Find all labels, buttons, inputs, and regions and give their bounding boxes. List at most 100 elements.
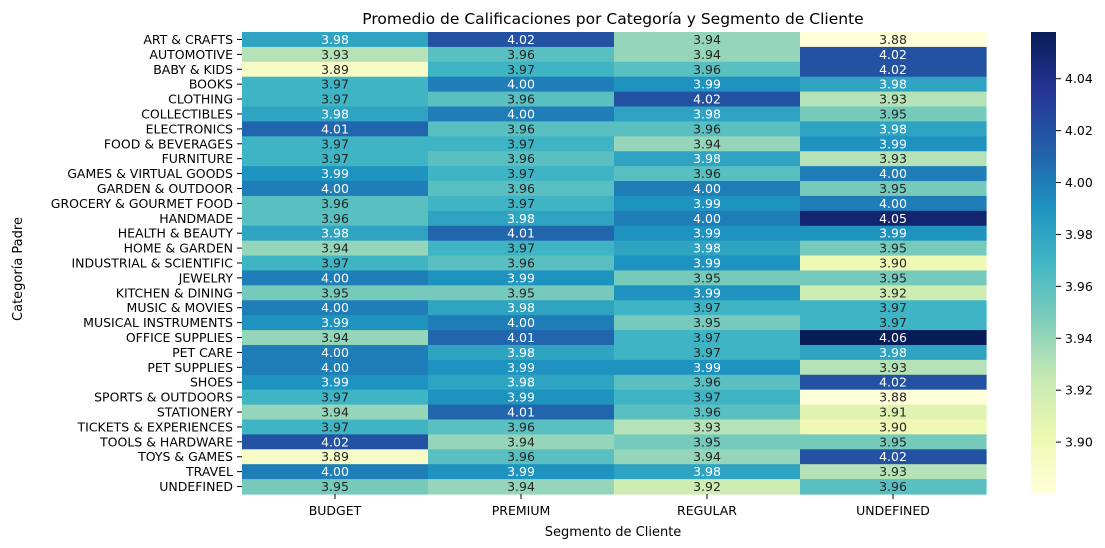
colorbar xyxy=(1031,32,1056,494)
heatmap-cell xyxy=(800,46,987,63)
heatmap-cell xyxy=(614,181,801,197)
cell-value-label: 4.06 xyxy=(879,330,907,345)
cell-value-label: 3.89 xyxy=(321,62,349,77)
heatmap-cell xyxy=(800,359,987,376)
heatmap-cell xyxy=(242,479,429,495)
chart-title: Promedio de Calificaciones por Categoría… xyxy=(362,10,863,28)
heatmap-cell xyxy=(800,255,987,272)
cell-value-label: 3.99 xyxy=(321,375,349,390)
heatmap-cell xyxy=(614,404,801,421)
heatmap-cell xyxy=(242,419,429,435)
heatmap-cell xyxy=(428,136,615,152)
heatmap-cell xyxy=(242,464,429,480)
cell-value-label: 4.00 xyxy=(507,315,535,330)
cell-value-label: 3.95 xyxy=(879,434,907,449)
cell-value-label: 3.96 xyxy=(693,62,721,77)
cell-value-label: 3.97 xyxy=(879,315,907,330)
cell-value-label: 3.97 xyxy=(693,390,721,405)
cell-value-label: 3.98 xyxy=(879,121,907,136)
cell-value-label: 3.94 xyxy=(507,434,535,449)
cell-value-label: 3.97 xyxy=(879,300,907,315)
heatmap-cell xyxy=(428,434,615,450)
cell-value-label: 3.98 xyxy=(507,345,535,360)
y-tick-label: UNDEFINED xyxy=(159,479,233,494)
y-tick-label: FOOD & BEVERAGES xyxy=(104,136,233,151)
y-tick-label: AUTOMOTIVE xyxy=(149,47,233,62)
y-tick-label: HOME & GARDEN xyxy=(124,241,233,256)
cell-value-label: 4.02 xyxy=(321,434,349,449)
heatmap-cell xyxy=(800,464,987,480)
heatmap-cell xyxy=(614,46,801,63)
cell-value-label: 3.98 xyxy=(879,77,907,92)
cell-value-label: 3.96 xyxy=(507,121,535,136)
cell-value-label: 3.96 xyxy=(507,449,535,464)
cell-value-label: 3.99 xyxy=(507,464,535,479)
heatmap-cell xyxy=(800,195,987,212)
cell-value-label: 3.98 xyxy=(879,345,907,360)
heatmap-cell xyxy=(242,91,429,108)
cell-value-label: 3.92 xyxy=(879,285,907,300)
cell-value-label: 4.00 xyxy=(879,166,907,181)
y-tick-label: HEALTH & BEAUTY xyxy=(118,226,234,241)
cell-value-label: 3.95 xyxy=(879,241,907,256)
cell-value-label: 3.94 xyxy=(693,136,721,151)
cell-value-label: 3.96 xyxy=(693,375,721,390)
cell-value-label: 4.02 xyxy=(879,449,907,464)
heatmap-cell xyxy=(800,210,987,227)
x-tick-label: UNDEFINED xyxy=(856,503,930,518)
heatmap-cell xyxy=(428,359,615,376)
heatmap-cell xyxy=(242,374,429,391)
heatmap-cell xyxy=(614,434,801,450)
heatmap-cell xyxy=(428,285,615,301)
heatmap-cell xyxy=(614,136,801,152)
colorbar-tick-label: 3.92 xyxy=(1065,383,1093,398)
y-tick-label: HANDMADE xyxy=(159,211,233,226)
heatmap-cell xyxy=(800,91,987,108)
heatmap-cell xyxy=(428,46,615,63)
cell-value-label: 3.97 xyxy=(507,241,535,256)
heatmap-cell xyxy=(428,374,615,391)
heatmap-cell xyxy=(242,344,429,361)
y-axis-label: Categoría Padre xyxy=(11,217,26,321)
cell-value-label: 3.96 xyxy=(507,419,535,434)
y-tick-label: KITCHEN & DINING xyxy=(116,285,233,300)
heatmap-cell xyxy=(800,181,987,197)
cell-value-label: 3.93 xyxy=(879,151,907,166)
cell-value-label: 3.94 xyxy=(693,449,721,464)
cell-value-label: 3.97 xyxy=(321,419,349,434)
cell-value-label: 4.00 xyxy=(507,77,535,92)
heatmap-cell xyxy=(614,344,801,361)
cell-value-label: 3.97 xyxy=(693,330,721,345)
cell-value-label: 3.98 xyxy=(693,106,721,121)
cell-value-label: 3.95 xyxy=(321,285,349,300)
heatmap-cell xyxy=(800,344,987,361)
heatmap-cell xyxy=(242,76,429,93)
heatmap-cell xyxy=(800,315,987,331)
cell-value-label: 3.96 xyxy=(507,47,535,62)
heatmap-cell xyxy=(800,225,987,242)
heatmap-cell xyxy=(242,255,429,272)
heatmap-cell xyxy=(428,240,615,257)
heatmap-cell xyxy=(614,32,801,48)
cell-value-label: 3.98 xyxy=(693,464,721,479)
cell-value-label: 3.99 xyxy=(879,136,907,151)
heatmap-cell xyxy=(800,32,987,48)
cell-value-label: 3.94 xyxy=(693,32,721,47)
colorbar-tick-label: 3.94 xyxy=(1065,331,1093,346)
heatmap-cell xyxy=(614,255,801,272)
cell-value-label: 4.05 xyxy=(879,211,907,226)
heatmap-cell xyxy=(242,404,429,421)
heatmap-cell xyxy=(242,285,429,301)
cell-value-label: 3.97 xyxy=(507,136,535,151)
cell-value-label: 4.00 xyxy=(507,106,535,121)
cell-value-label: 3.95 xyxy=(507,285,535,300)
cell-value-label: 4.02 xyxy=(879,47,907,62)
cell-value-label: 4.00 xyxy=(321,360,349,375)
heatmap-cell xyxy=(428,389,615,406)
x-axis-label: Segmento de Cliente xyxy=(545,525,682,540)
cell-value-label: 3.95 xyxy=(879,106,907,121)
heatmap-cell xyxy=(614,464,801,480)
heatmap-cell xyxy=(428,61,615,78)
y-tick-label: GAMES & VIRTUAL GOODS xyxy=(67,166,233,181)
heatmap-cell xyxy=(800,106,987,123)
